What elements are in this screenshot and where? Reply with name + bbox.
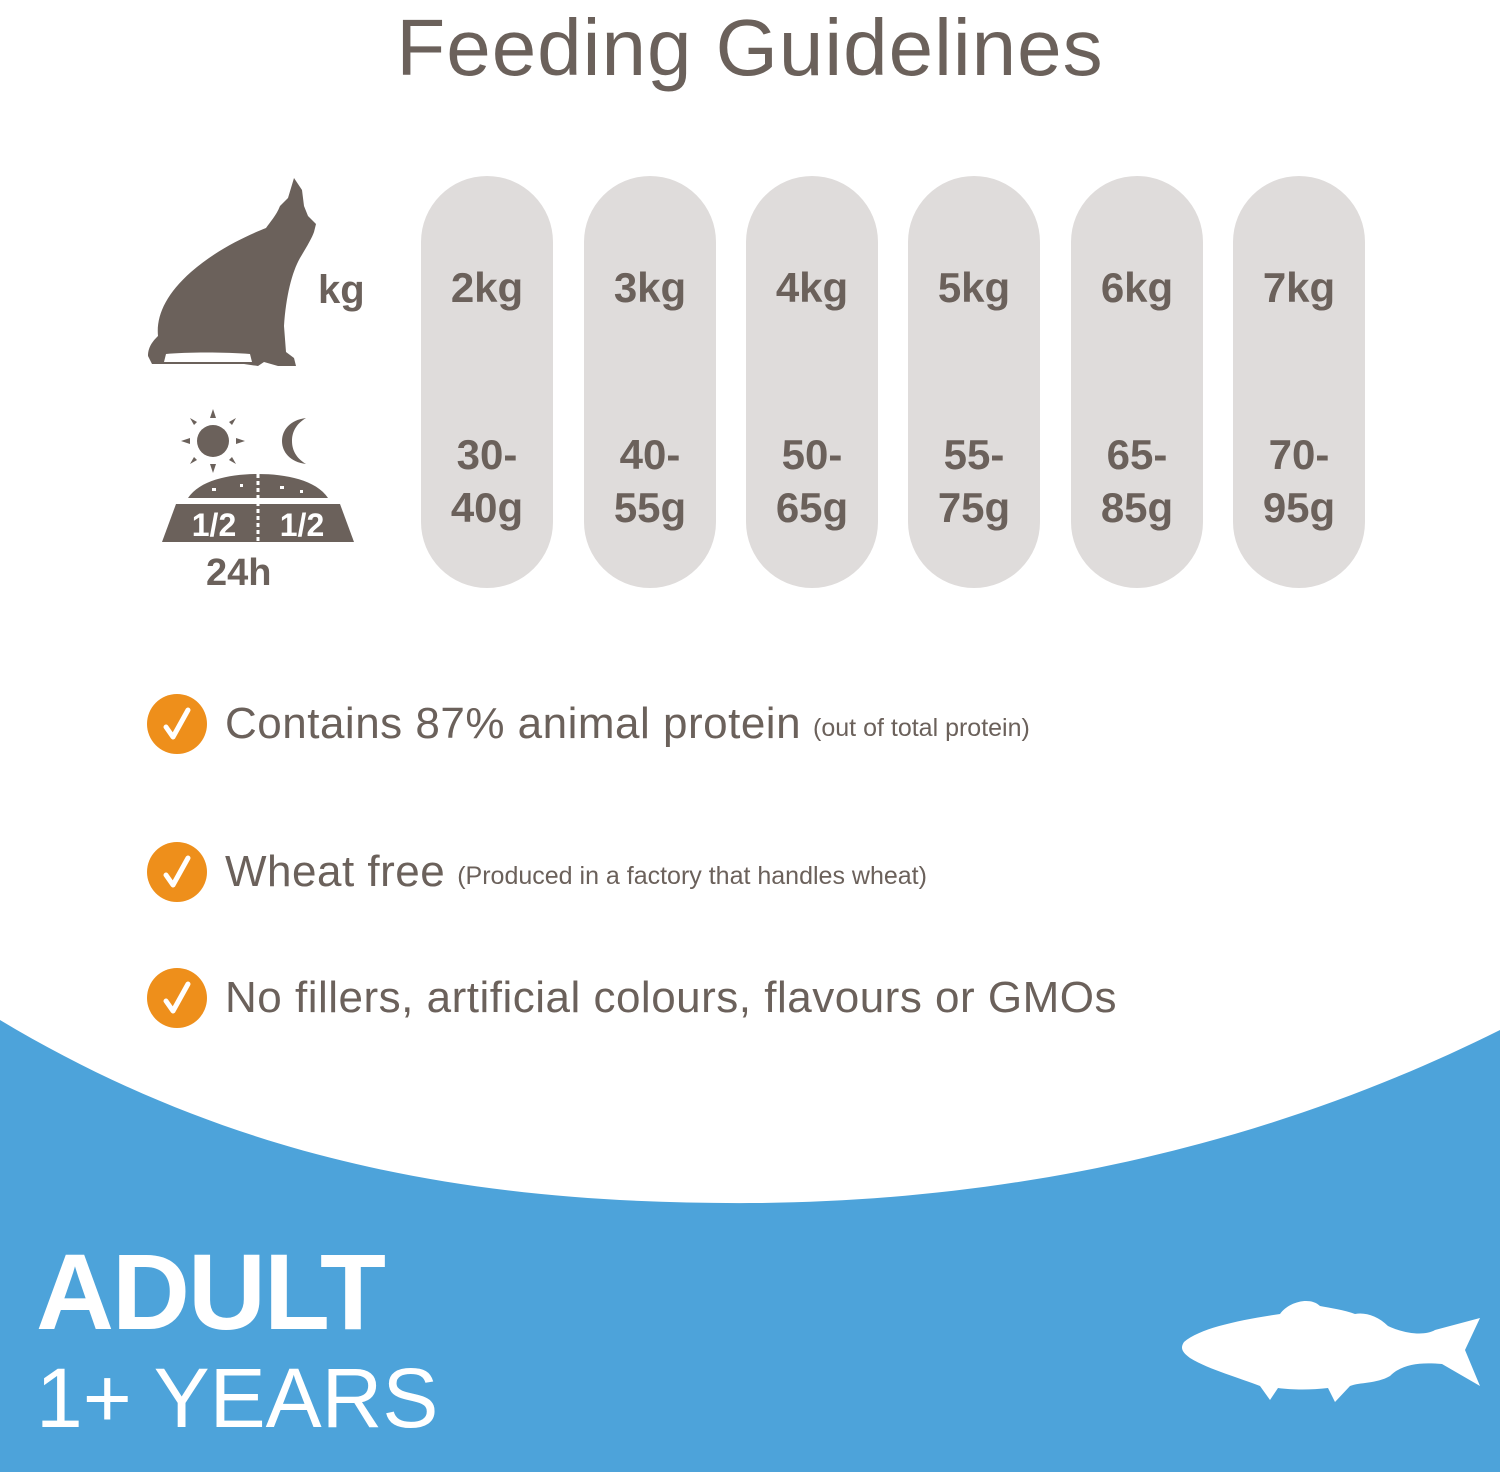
daily-amount: 65- 85g [1100, 431, 1174, 531]
daily-amount: 55- 75g [937, 431, 1011, 531]
weight-unit-label: kg [318, 268, 365, 312]
feeding-column-2kg: 2kg 30- 40g [421, 176, 553, 588]
cat-silhouette-icon [148, 178, 316, 366]
age-label: 1+ YEARS [36, 1351, 439, 1445]
feeding-column-7kg: 7kg 70- 95g [1233, 176, 1365, 588]
food-bowl-icon: 1/2 1/2 [162, 474, 354, 543]
check-icon [147, 842, 207, 902]
daily-amount: 50- 65g [775, 431, 849, 531]
feeding-column-3kg: 3kg 40- 55g [584, 176, 716, 588]
svg-text:1/2: 1/2 [280, 507, 324, 543]
cat-weight: 5kg [937, 264, 1011, 311]
feeding-column-5kg: 5kg 55- 75g [908, 176, 1040, 588]
life-stage-label: ADULT [36, 1231, 386, 1352]
benefit-text: Contains 87% animal protein [225, 699, 802, 748]
cat-weight: 6kg [1100, 264, 1174, 311]
cat-weight: 3kg [613, 264, 687, 311]
benefit-item: Wheat free (Produced in a factory that h… [147, 842, 927, 902]
daily-amount: 70- 95g [1262, 431, 1336, 531]
svg-text:1/2: 1/2 [192, 507, 236, 543]
check-icon [147, 968, 207, 1028]
benefit-item: No fillers, artificial colours, flavours… [147, 968, 1117, 1028]
page-title: Feeding Guidelines [396, 3, 1104, 92]
benefit-note: (Produced in a factory that handles whea… [457, 861, 927, 890]
benefit-text: No fillers, artificial colours, flavours… [225, 973, 1117, 1022]
check-icon [147, 694, 207, 754]
daily-amount: 40- 55g [613, 431, 687, 531]
fish-icon [1182, 1300, 1480, 1402]
benefit-item: Contains 87% animal protein (out of tota… [147, 694, 1030, 754]
cat-weight: 4kg [775, 264, 849, 311]
benefit-note: (out of total protein) [813, 713, 1030, 742]
moon-icon [282, 418, 306, 464]
cat-weight: 2kg [450, 264, 524, 311]
daily-amount: 30- 40g [450, 431, 524, 531]
feeding-column-4kg: 4kg 50- 65g [746, 176, 878, 588]
sun-icon [181, 409, 245, 473]
cat-weight: 7kg [1262, 264, 1336, 311]
period-label: 24h [206, 552, 272, 594]
benefit-text: Wheat free [225, 847, 446, 896]
footer-wave-background [0, 1020, 1500, 1472]
feeding-column-6kg: 6kg 65- 85g [1071, 176, 1203, 588]
